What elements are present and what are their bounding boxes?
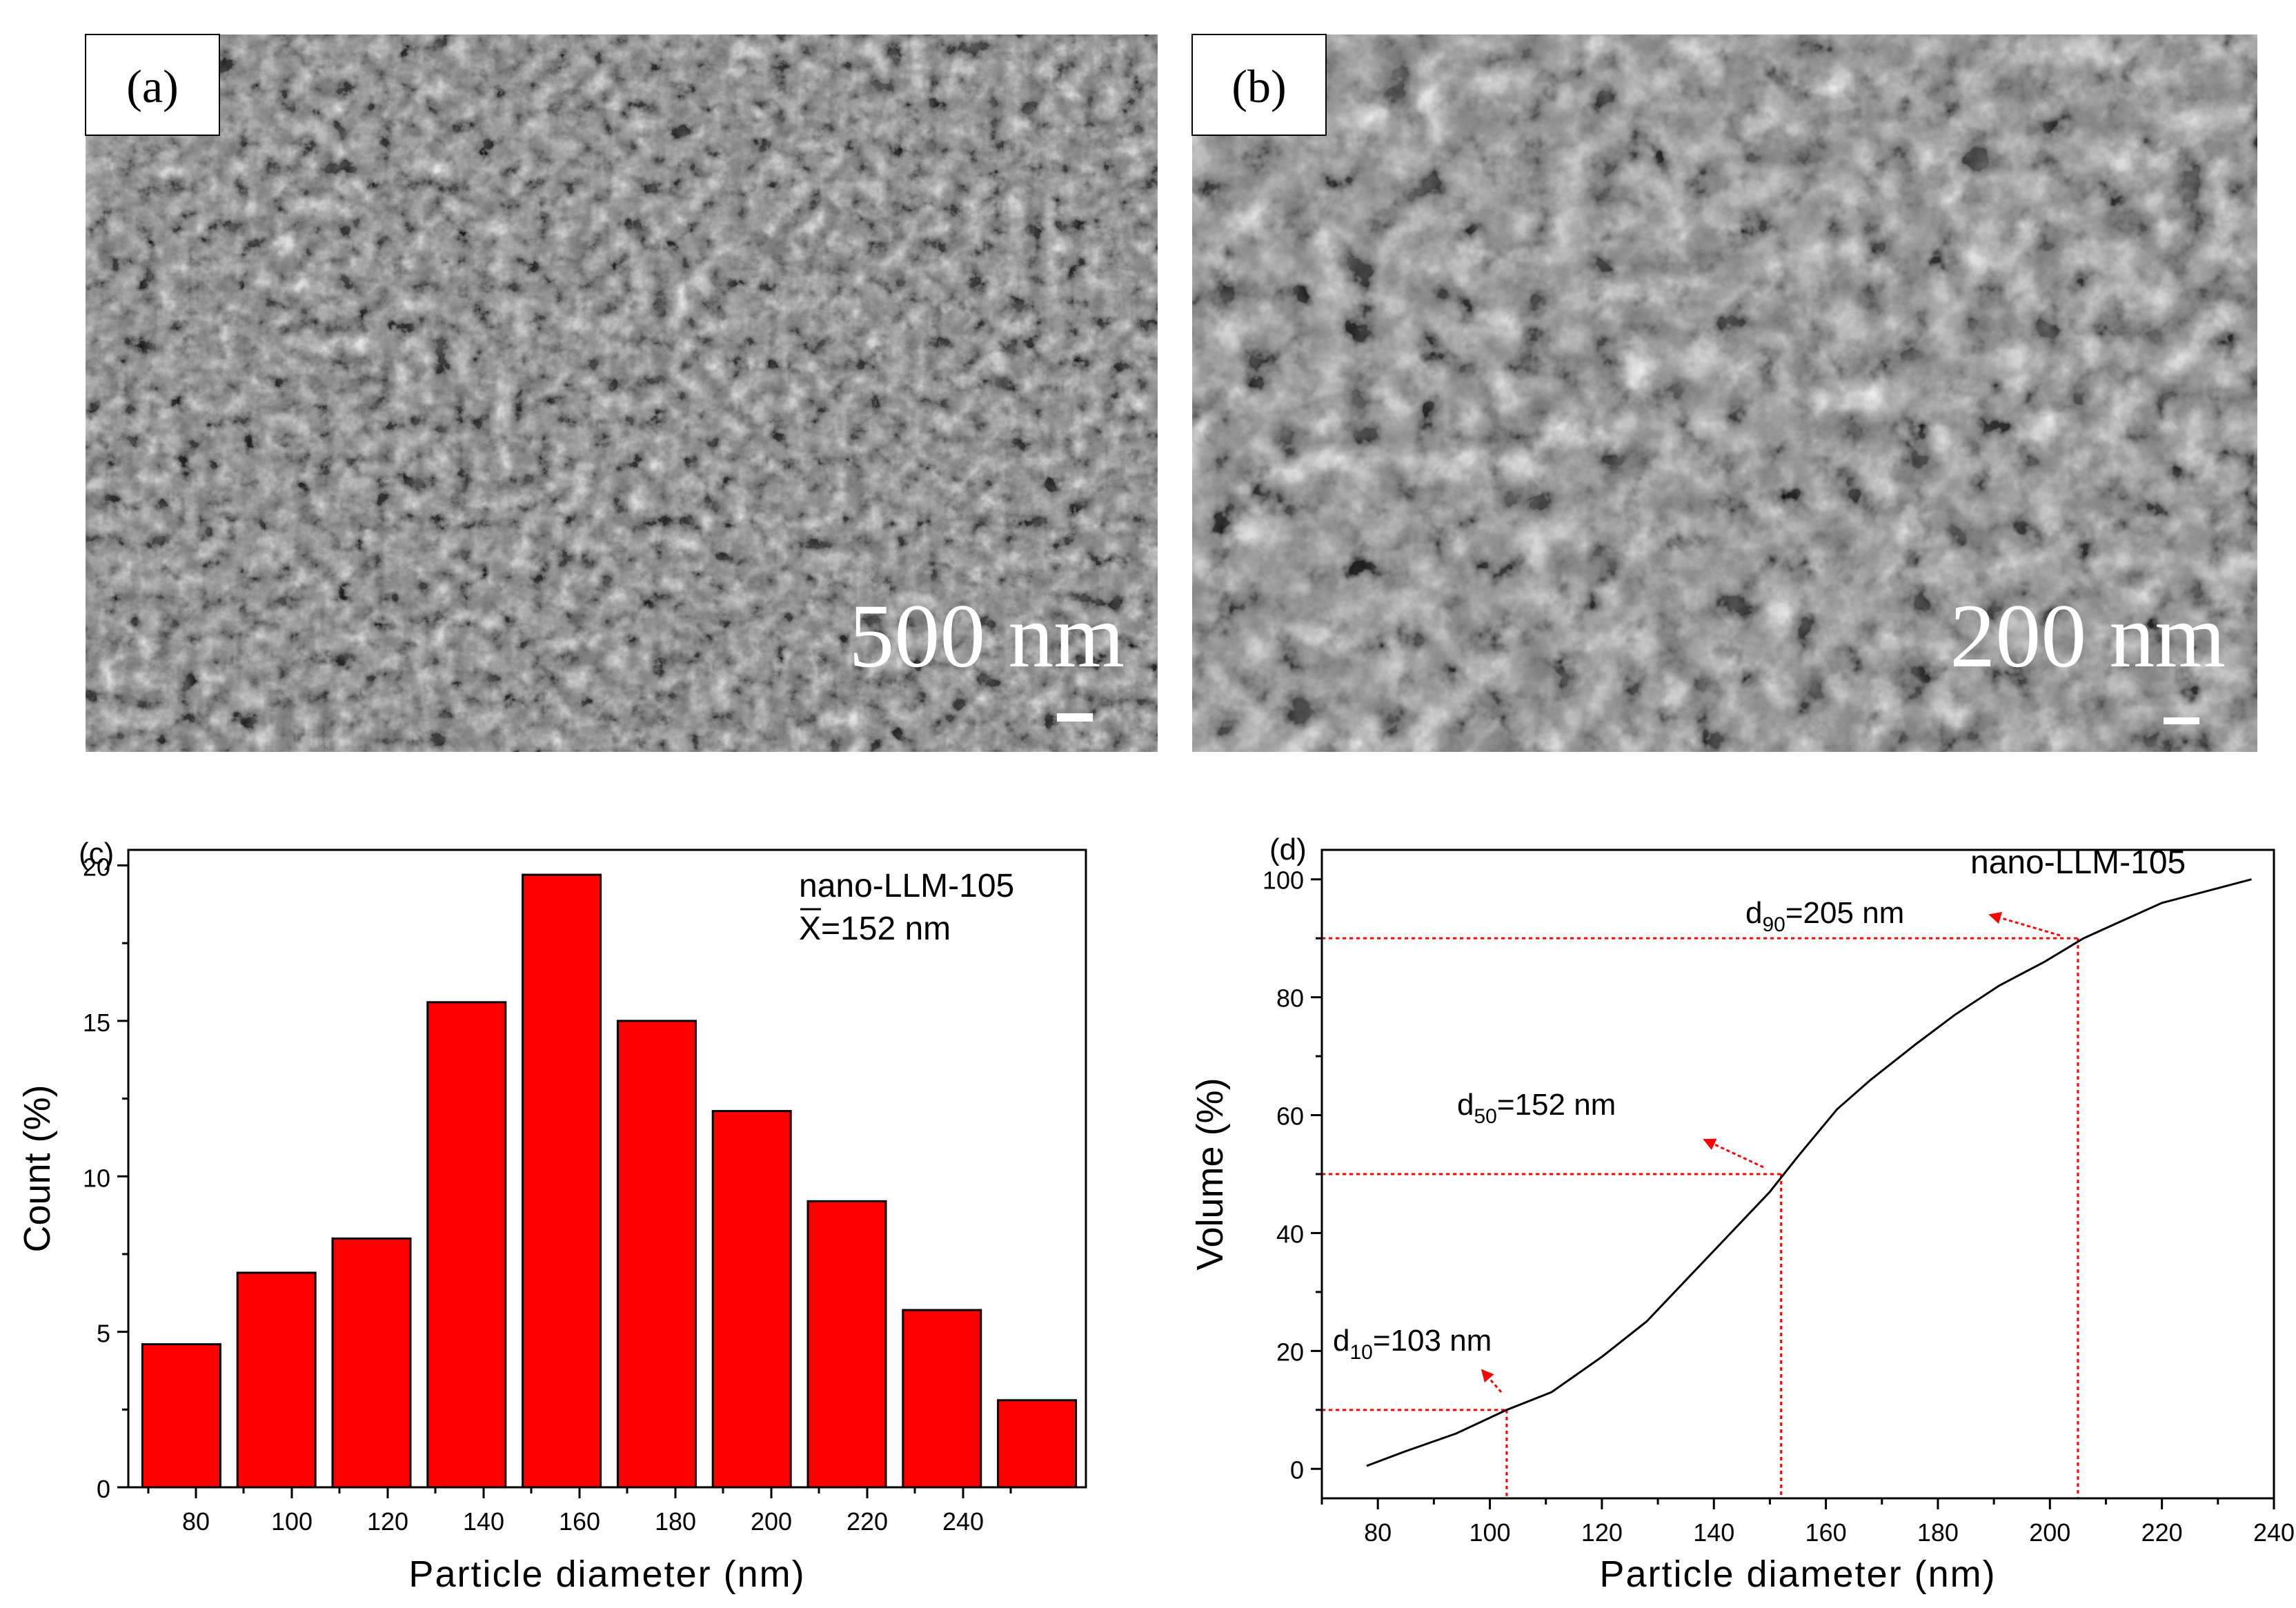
bar-c-2: [331, 1237, 412, 1489]
x-tick-label-c-180: 180: [655, 1507, 696, 1536]
bar-c-6: [711, 1110, 792, 1489]
legend-title-c: nano-LLM-105: [799, 868, 1014, 904]
x-axis-label-c: Particle diameter (nm): [408, 1554, 805, 1595]
x-tick-label-c-120: 120: [367, 1507, 408, 1536]
y-tick-label-c-20: 20: [83, 853, 110, 882]
x-tick-label-c-160: 160: [559, 1507, 600, 1536]
panel-label-box-b: [1191, 34, 1327, 136]
legend-d: nano-LLM-105: [1970, 844, 2186, 881]
y-tick-label-d-80: 80: [1276, 984, 1304, 1013]
chart-d: (d) 0 20 40 60 80 100 80 100 120 140 160 180 200 220…: [1189, 833, 2295, 1595]
sem-panel-b: (b) 200 nm: [1191, 34, 2257, 752]
bar-c-4: [522, 873, 602, 1489]
x-tick-label-c-100: 100: [271, 1507, 313, 1536]
y-tick-label-d-0: 0: [1290, 1456, 1304, 1484]
bar-c-9: [997, 1399, 1078, 1489]
y-axis-label-d: Volume (%): [1189, 1078, 1231, 1270]
x-tick-label-d-200: 200: [2029, 1518, 2070, 1547]
bar-c-7: [806, 1200, 887, 1489]
annotation-arrow-d90: [1988, 911, 2061, 937]
sem-panel-a: (a) 500 nm: [85, 34, 1158, 752]
annotation-d10: d10=103 nm: [1333, 1324, 1492, 1364]
scale-bar-a: [1057, 713, 1093, 722]
bar-c-0: [141, 1343, 221, 1489]
panel-label-d: (d): [1269, 833, 1307, 866]
series-line-d: [1366, 878, 2252, 1467]
x-tick-label-d-80: 80: [1364, 1518, 1392, 1547]
sem-texture-b: [1192, 34, 2257, 752]
bar-c-3: [426, 1001, 507, 1489]
y-axis-d: 0 20 40 60 80 100: [1263, 866, 1322, 1484]
legend-mean-c: X=152 nm: [799, 911, 951, 947]
bar-c-5: [616, 1020, 697, 1489]
panel-label-c: (c): [79, 837, 114, 871]
y-tick-label-d-60: 60: [1276, 1102, 1304, 1131]
x-tick-label-c-140: 140: [463, 1507, 504, 1536]
y-axis-c: 0 5 10 15 20: [83, 853, 128, 1503]
y-tick-label-d-40: 40: [1276, 1220, 1304, 1248]
y-tick-label-d-20: 20: [1276, 1338, 1304, 1366]
scale-bar-text-b: 200 nm: [1950, 585, 2226, 686]
y-tick-label-c-0: 0: [97, 1475, 110, 1503]
x-tick-label-d-140: 140: [1693, 1518, 1734, 1547]
scale-bar-text-a: 500 nm: [849, 585, 1125, 686]
panel-label-b: (b): [1231, 60, 1286, 112]
x-tick-label-d-180: 180: [1917, 1518, 1959, 1547]
plot-frame-c: [127, 848, 1087, 1489]
annotation-d50: d50=152 nm: [1457, 1088, 1616, 1128]
bars-c: [141, 873, 1078, 1489]
scale-bar-b: [2164, 717, 2199, 724]
guides-d: [1322, 937, 2079, 1498]
x-tick-label-c-220: 220: [847, 1507, 888, 1536]
y-tick-label-c-15: 15: [83, 1009, 110, 1037]
y-tick-label-c-10: 10: [83, 1164, 110, 1192]
x-tick-label-d-120: 120: [1581, 1518, 1623, 1547]
panel-label-box-a: [85, 34, 220, 136]
y-axis-label-c: Count (%): [17, 1084, 58, 1252]
bar-c-8: [902, 1309, 982, 1489]
x-tick-label-d-220: 220: [2141, 1518, 2183, 1547]
x-tick-label-c-80: 80: [182, 1507, 210, 1536]
annotation-arrow-d10: [1481, 1369, 1503, 1393]
x-tick-label-d-100: 100: [1469, 1518, 1510, 1547]
x-tick-label-c-240: 240: [942, 1507, 984, 1536]
plot-frame-d: [1320, 848, 2275, 1500]
sem-texture-a: [86, 34, 1158, 752]
y-tick-label-c-5: 5: [97, 1320, 110, 1348]
x-axis-c: 80 100 120 140 160 180 200 220 240: [147, 1487, 1012, 1536]
x-tick-label-d-160: 160: [1805, 1518, 1847, 1547]
x-axis-label-d: Particle diameter (nm): [1599, 1554, 1996, 1595]
x-tick-label-c-200: 200: [751, 1507, 792, 1536]
x-axis-d: 80 100 120 140 160 180 200 220 240: [1320, 1498, 2295, 1547]
annotation-d90: d90=205 nm: [1745, 896, 1904, 936]
panel-label-a: (a): [126, 60, 178, 112]
annotation-arrow-d50: [1703, 1138, 1764, 1169]
bar-c-1: [236, 1271, 317, 1489]
x-tick-label-d-240: 240: [2253, 1518, 2295, 1547]
annotations-d: d10=103 nm d50=152 nm d90=205 nm: [1333, 896, 2061, 1393]
y-tick-label-d-100: 100: [1263, 866, 1304, 895]
